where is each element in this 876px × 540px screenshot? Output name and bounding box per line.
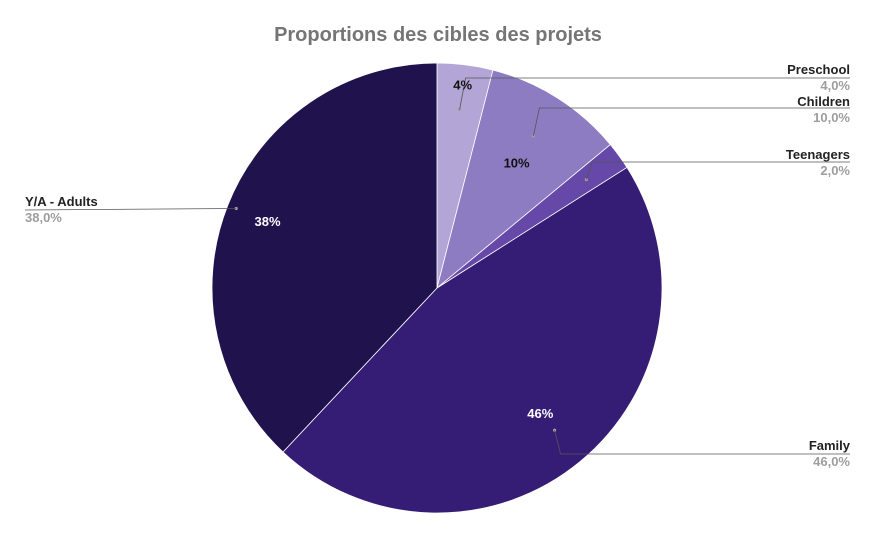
- slice-percent-labels: 4% 10% 46% 38%: [254, 77, 553, 420]
- callout-value-preschool: 4,0%: [820, 78, 850, 93]
- callout-value-family: 46,0%: [813, 454, 850, 469]
- pie-slices: [211, 62, 663, 514]
- pie-slice-y-a-adults: [211, 62, 438, 453]
- chart-title: Proportions des cibles des projets: [274, 24, 602, 46]
- callout-line-teenagers: [585, 161, 850, 180]
- callout-value-teenagers: 2,0%: [820, 163, 850, 178]
- callout-name-y-a-adults: Y/A - Adults: [25, 194, 98, 209]
- callout-line-family: [554, 430, 850, 455]
- callout-value-children: 10,0%: [813, 110, 850, 125]
- callout-line-y-a-adults: [24, 208, 237, 211]
- callout-name-children: Children: [797, 94, 850, 109]
- callout-leaders: [24, 77, 850, 455]
- callout-name-family: Family: [809, 438, 851, 453]
- pie-slice-children: [436, 69, 611, 290]
- callout-line-preschool: [459, 77, 850, 110]
- callout-name-preschool: Preschool: [787, 62, 850, 77]
- slice-percent-family: 46%: [527, 406, 553, 421]
- callout-line-children: [533, 107, 850, 137]
- slice-percent-preschool: 4%: [453, 77, 472, 92]
- pie-slice-family: [282, 166, 663, 514]
- callout-name-teenagers: Teenagers: [786, 147, 850, 162]
- slice-percent-children: 10%: [504, 156, 530, 171]
- callout-value-y-a-adults: 38,0%: [25, 210, 62, 225]
- slice-percent-y-a-adults: 38%: [254, 214, 280, 229]
